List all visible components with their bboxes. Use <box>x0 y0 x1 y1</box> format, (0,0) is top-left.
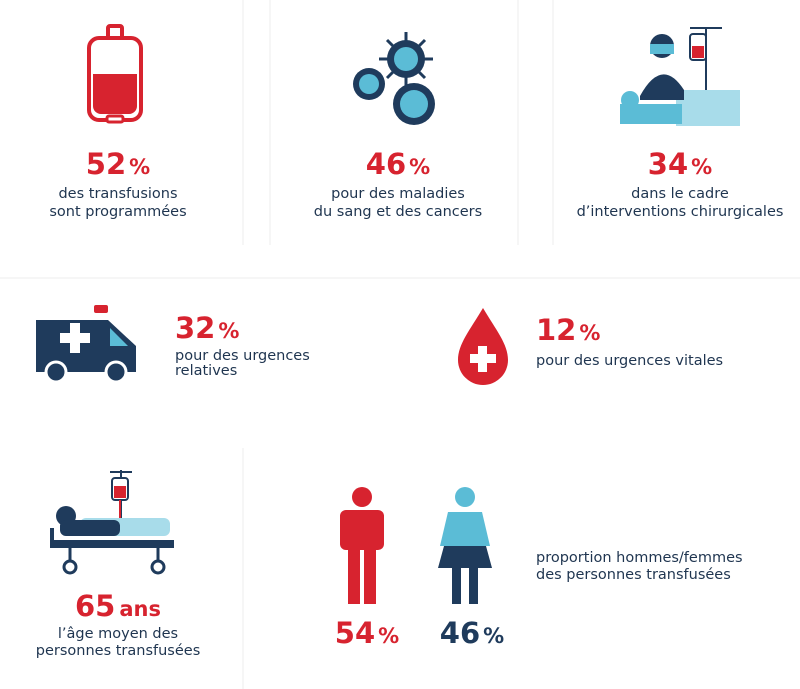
blood-drop-icon <box>458 308 508 385</box>
text-part: % <box>409 155 430 179</box>
text-part: % <box>378 624 399 648</box>
text-part: 32 <box>175 311 215 345</box>
text-part: % <box>218 319 239 343</box>
stat-value: 32% <box>175 311 239 345</box>
stat-text: pour des maladies <box>331 186 465 202</box>
blood-bag-icon <box>87 24 143 124</box>
text-part: 34 <box>648 147 688 181</box>
ambulance-icon <box>36 305 136 384</box>
gender-text: proportion hommes/femmes <box>536 550 743 566</box>
stat-value: 52% <box>86 147 150 181</box>
stat-text: personnes transfusées <box>36 643 201 659</box>
text-part: % <box>129 155 150 179</box>
text-part: 65 <box>75 589 115 623</box>
stat-value: 34% <box>648 147 712 181</box>
stat-text: pour des urgences vitales <box>536 353 723 369</box>
stat-text: d’interventions chirurgicales <box>577 204 784 220</box>
woman-icon <box>438 487 492 604</box>
text-part: 52 <box>86 147 126 181</box>
text-part: % <box>579 321 600 345</box>
stat-text: relatives <box>175 363 237 379</box>
stat-text: l’âge moyen des <box>58 626 178 642</box>
patient-bed-icon <box>50 470 174 575</box>
text-part: 12 <box>536 313 576 347</box>
text-part: % <box>691 155 712 179</box>
cells-icon <box>353 32 435 125</box>
text-part: % <box>483 624 504 648</box>
stat-text: du sang et des cancers <box>314 204 482 220</box>
stat-text: dans le cadre <box>631 186 729 202</box>
surgery-icon <box>620 27 740 126</box>
stat-text: pour des urgences <box>175 348 310 364</box>
stat-value: 46% <box>366 147 430 181</box>
gender-text: des personnes transfusées <box>536 567 731 583</box>
text-part: 46 <box>440 616 480 650</box>
men-value: 54% <box>335 616 399 650</box>
man-icon <box>340 487 384 604</box>
stat-value: 65 ans <box>75 589 161 623</box>
text-part: 46 <box>366 147 406 181</box>
text-part: ans <box>119 597 161 621</box>
stat-text: sont programmées <box>49 204 186 220</box>
women-value: 46% <box>440 616 504 650</box>
stat-value: 12% <box>536 313 600 347</box>
stat-text: des transfusions <box>58 186 177 202</box>
text-part: 54 <box>335 616 375 650</box>
